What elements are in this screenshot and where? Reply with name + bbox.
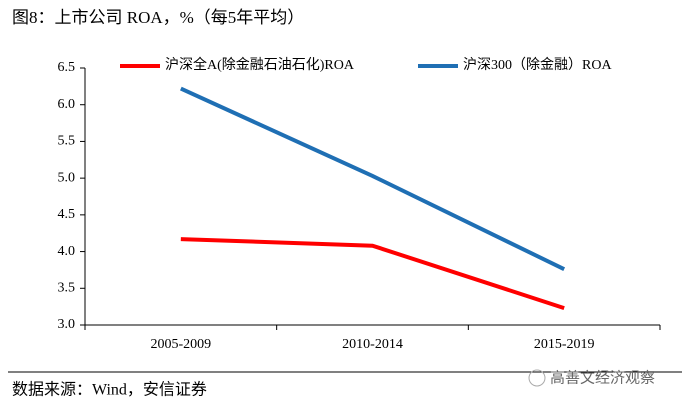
y-tick-label: 3.5 [58, 281, 76, 296]
x-tick-label: 2005-2009 [150, 337, 211, 352]
y-tick-label: 4.5 [58, 207, 76, 222]
y-tick-label: 4.0 [58, 244, 76, 259]
x-tick-label: 2010-2014 [342, 337, 403, 352]
x-tick-label: 2015-2019 [534, 337, 595, 352]
watermark-icon [528, 369, 546, 387]
y-tick-label: 5.0 [58, 170, 76, 185]
watermark: 高善文经济观察 [550, 369, 655, 387]
y-tick-label: 6.5 [58, 60, 76, 75]
legend-label: 沪深全A(除金融石油石化)ROA [165, 56, 355, 73]
legend-label: 沪深300（除金融）ROA [463, 57, 612, 73]
series-line [180, 237, 565, 311]
y-tick-label: 5.5 [58, 134, 76, 149]
source: 数据来源：Wind，安信证券 [12, 381, 207, 399]
y-tick-label: 6.0 [58, 97, 76, 112]
y-tick-label: 3.0 [58, 317, 76, 332]
chart-title: 图8：上市公司 ROA，%（每5年平均） [12, 8, 304, 27]
series-line [180, 86, 566, 271]
